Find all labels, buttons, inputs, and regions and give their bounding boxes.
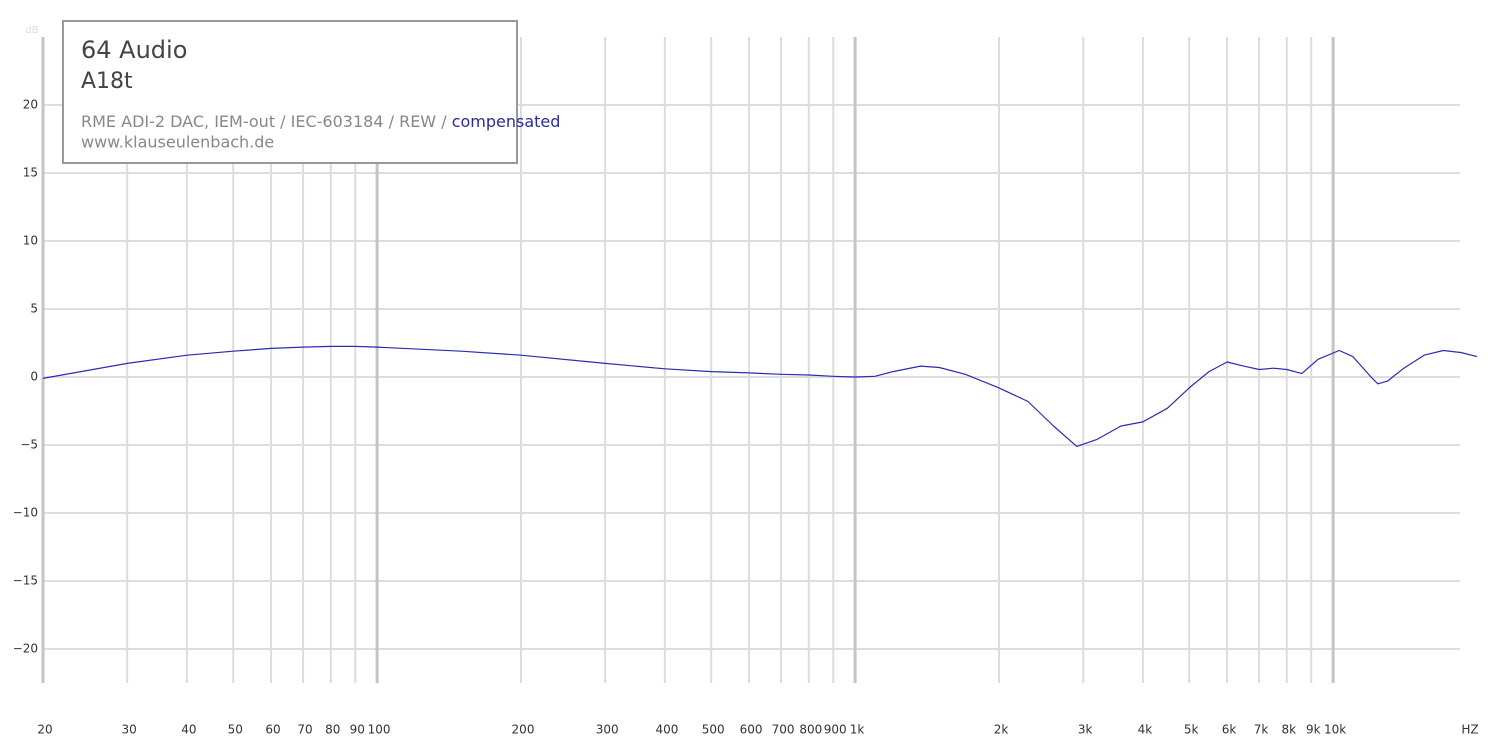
x-tick-label: 900 xyxy=(824,723,847,737)
x-tick-label: 10k xyxy=(1324,723,1346,737)
x-tick-label: 8k xyxy=(1281,723,1296,737)
legend-setup: RME ADI-2 DAC, IEM-out / IEC-603184 / RE… xyxy=(81,112,560,131)
x-tick-label: 200 xyxy=(512,723,535,737)
y-tick-label: −15 xyxy=(13,574,38,588)
legend-source: www.klauseulenbach.de xyxy=(81,133,274,152)
x-axis-label: HZ xyxy=(1461,723,1478,737)
ticks: −20 −15 −10 −5 0 5 10 15 20 20 30 40 50 60 70 80 90 100 20… xyxy=(13,98,1347,737)
x-tick-label: 600 xyxy=(740,723,763,737)
legend-title: 64 Audio xyxy=(81,36,187,64)
x-tick-label: 500 xyxy=(702,723,725,737)
y-tick-label: 15 xyxy=(23,166,38,180)
x-tick-label: 700 xyxy=(772,723,795,737)
x-tick-label: 1k xyxy=(850,723,865,737)
y-tick-label: −10 xyxy=(13,506,38,520)
legend-subtitle: A18t xyxy=(81,69,133,94)
setup-note: RME ADI-2 DAC, IEM-out / IEC-603184 / RE… xyxy=(81,112,447,131)
x-tick-label: 2k xyxy=(994,723,1009,737)
y-tick-label: 20 xyxy=(23,98,38,112)
x-tick-label: 4k xyxy=(1138,723,1153,737)
y-tick-label: −5 xyxy=(20,438,38,452)
plot xyxy=(42,345,1478,447)
response-curve xyxy=(42,345,1478,447)
x-tick-label: 400 xyxy=(655,723,678,737)
x-tick-label: 70 xyxy=(297,723,312,737)
x-tick-label: 7k xyxy=(1254,723,1269,737)
y-axis-label: dB xyxy=(25,25,38,36)
x-tick-label: 9k xyxy=(1306,723,1321,737)
x-tick-label: 3k xyxy=(1078,723,1093,737)
x-tick-label: 800 xyxy=(799,723,822,737)
x-tick-label: 20 xyxy=(37,723,52,737)
y-tick-label: 10 xyxy=(23,234,38,248)
x-tick-label: 50 xyxy=(228,723,243,737)
y-tick-label: −20 xyxy=(13,642,38,656)
x-tick-label: 90 xyxy=(350,723,365,737)
x-tick-label: 5k xyxy=(1184,723,1199,737)
y-tick-label: 0 xyxy=(30,370,38,384)
x-tick-label: 6k xyxy=(1222,723,1237,737)
x-tick-label: 30 xyxy=(122,723,137,737)
x-tick-label: 40 xyxy=(181,723,196,737)
legend-box: 64 Audio A18t RME ADI-2 DAC, IEM-out / I… xyxy=(62,20,560,164)
x-tick-label: 100 xyxy=(368,723,391,737)
legend-frame xyxy=(62,20,518,164)
y-tick-label: 5 xyxy=(30,302,38,316)
x-tick-label: 300 xyxy=(596,723,619,737)
x-tick-label: 60 xyxy=(265,723,280,737)
compensation-note: compensated xyxy=(452,112,561,131)
x-tick-label: 80 xyxy=(325,723,340,737)
